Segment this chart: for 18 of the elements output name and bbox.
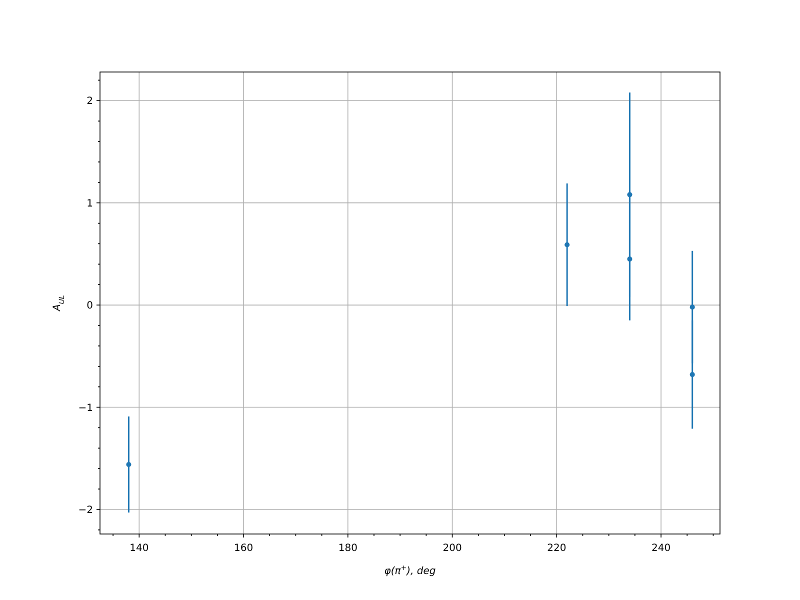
x-tick-label: 140: [130, 543, 149, 554]
point: [690, 304, 695, 310]
x-tick-label: 180: [338, 543, 358, 554]
y-tick-label: 0: [86, 300, 93, 312]
x-tick-label: 200: [442, 543, 462, 554]
point: [627, 192, 632, 198]
y-tick-label: 2: [86, 96, 93, 108]
point: [564, 242, 570, 248]
y-tick-label: 1: [86, 198, 93, 210]
point: [627, 256, 632, 262]
x-tick-label: 160: [234, 543, 254, 554]
point: [690, 372, 695, 378]
y-tick-label: −1: [78, 402, 93, 414]
y-tick-label: −2: [78, 504, 93, 516]
x-tick-label: 220: [547, 543, 566, 554]
x-axis-title: φ(π$^{+}$), deg: [384, 564, 436, 577]
point: [126, 462, 132, 468]
x-tick-label: 240: [651, 543, 671, 554]
